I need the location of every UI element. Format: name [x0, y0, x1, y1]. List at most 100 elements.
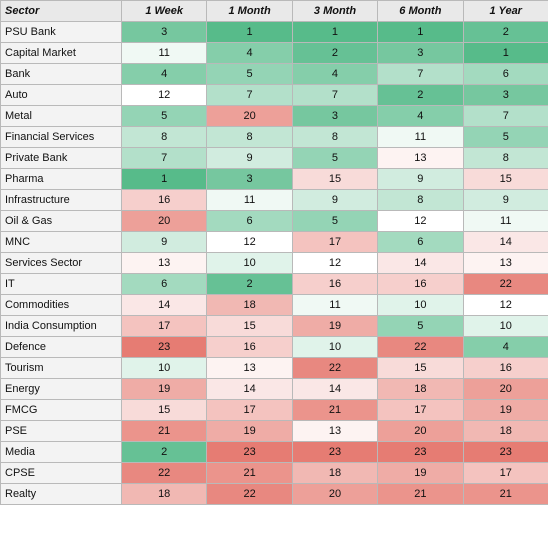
- rank-cell: 2: [462, 21, 548, 43]
- rank-cell: 8: [462, 147, 548, 169]
- table-row: CPSE 22 21 18 19 17: [0, 462, 548, 484]
- sector-name-cell: Tourism: [0, 357, 122, 379]
- table-header: Sector 1 Week 1 Month 3 Month 6 Month 1 …: [0, 0, 548, 22]
- rank-cell: 5: [377, 315, 464, 337]
- rank-cell: 3: [377, 42, 464, 64]
- table-body: PSU Bank 3 1 1 1 2 Capital Market 11 4 2 3 1 Bank 4 5 4…: [0, 21, 548, 505]
- rank-cell: 13: [377, 147, 464, 169]
- rank-cell: 19: [206, 420, 293, 442]
- rank-cell: 19: [120, 378, 208, 400]
- rank-cell: 6: [206, 210, 293, 232]
- column-header-1-year: 1 Year: [462, 0, 548, 22]
- rank-cell: 19: [377, 462, 464, 484]
- rank-cell: 18: [377, 378, 464, 400]
- rank-cell: 6: [462, 63, 548, 85]
- rank-cell: 16: [291, 273, 379, 295]
- rank-cell: 9: [377, 168, 464, 190]
- rank-cell: 22: [377, 336, 464, 358]
- rank-cell: 14: [462, 231, 548, 253]
- sector-name-cell: IT: [0, 273, 122, 295]
- sector-name-cell: Private Bank: [0, 147, 122, 169]
- rank-cell: 2: [377, 84, 464, 106]
- rank-cell: 8: [206, 126, 293, 148]
- sector-name-cell: Defence: [0, 336, 122, 358]
- rank-cell: 21: [462, 483, 548, 505]
- table-row: Infrastructure 16 11 9 8 9: [0, 189, 548, 211]
- rank-cell: 17: [462, 462, 548, 484]
- table-row: Realty 18 22 20 21 21: [0, 483, 548, 505]
- rank-cell: 14: [120, 294, 208, 316]
- column-header-sector: Sector: [0, 0, 122, 22]
- rank-cell: 21: [120, 420, 208, 442]
- sector-name-cell: Auto: [0, 84, 122, 106]
- table-row: PSE 21 19 13 20 18: [0, 420, 548, 442]
- rank-cell: 4: [377, 105, 464, 127]
- rank-cell: 8: [291, 126, 379, 148]
- rank-cell: 18: [291, 462, 379, 484]
- table-row: Energy 19 14 14 18 20: [0, 378, 548, 400]
- rank-cell: 12: [377, 210, 464, 232]
- rank-cell: 10: [206, 252, 293, 274]
- rank-cell: 13: [462, 252, 548, 274]
- rank-cell: 10: [291, 336, 379, 358]
- rank-cell: 14: [377, 252, 464, 274]
- table-row: PSU Bank 3 1 1 1 2: [0, 21, 548, 43]
- rank-cell: 13: [291, 420, 379, 442]
- rank-cell: 11: [206, 189, 293, 211]
- column-header-1-week: 1 Week: [120, 0, 208, 22]
- rank-cell: 15: [377, 357, 464, 379]
- rank-cell: 9: [206, 147, 293, 169]
- rank-cell: 1: [120, 168, 208, 190]
- rank-cell: 21: [291, 399, 379, 421]
- rank-cell: 15: [120, 399, 208, 421]
- rank-cell: 2: [206, 273, 293, 295]
- rank-cell: 11: [377, 126, 464, 148]
- rank-cell: 9: [120, 231, 208, 253]
- rank-cell: 4: [291, 63, 379, 85]
- rank-cell: 16: [462, 357, 548, 379]
- rank-cell: 3: [120, 21, 208, 43]
- rank-cell: 21: [377, 483, 464, 505]
- rank-cell: 13: [206, 357, 293, 379]
- rank-cell: 6: [120, 273, 208, 295]
- rank-cell: 15: [291, 168, 379, 190]
- rank-cell: 22: [120, 462, 208, 484]
- rank-cell: 3: [462, 84, 548, 106]
- sector-name-cell: Services Sector: [0, 252, 122, 274]
- column-header-1-month: 1 Month: [206, 0, 293, 22]
- table-row: India Consumption 17 15 19 5 10: [0, 315, 548, 337]
- sector-name-cell: India Consumption: [0, 315, 122, 337]
- rank-cell: 18: [120, 483, 208, 505]
- rank-cell: 16: [206, 336, 293, 358]
- rank-cell: 20: [377, 420, 464, 442]
- rank-cell: 7: [120, 147, 208, 169]
- table-row: Tourism 10 13 22 15 16: [0, 357, 548, 379]
- rank-cell: 10: [120, 357, 208, 379]
- column-header-3-month: 3 Month: [291, 0, 379, 22]
- sector-name-cell: CPSE: [0, 462, 122, 484]
- rank-cell: 3: [206, 168, 293, 190]
- rank-cell: 14: [206, 378, 293, 400]
- table-row: Auto 12 7 7 2 3: [0, 84, 548, 106]
- table-row: Capital Market 11 4 2 3 1: [0, 42, 548, 64]
- table-row: Defence 23 16 10 22 4: [0, 336, 548, 358]
- table-row: Oil & Gas 20 6 5 12 11: [0, 210, 548, 232]
- table-row: Financial Services 8 8 8 11 5: [0, 126, 548, 148]
- rank-cell: 10: [462, 315, 548, 337]
- rank-cell: 12: [206, 231, 293, 253]
- rank-cell: 20: [462, 378, 548, 400]
- rank-cell: 17: [120, 315, 208, 337]
- rank-cell: 15: [206, 315, 293, 337]
- table-row: Services Sector 13 10 12 14 13: [0, 252, 548, 274]
- rank-cell: 12: [462, 294, 548, 316]
- table-row: FMCG 15 17 21 17 19: [0, 399, 548, 421]
- table-row: Media 2 23 23 23 23: [0, 441, 548, 463]
- rank-cell: 20: [120, 210, 208, 232]
- rank-cell: 21: [206, 462, 293, 484]
- rank-cell: 14: [291, 378, 379, 400]
- rank-cell: 19: [291, 315, 379, 337]
- sector-name-cell: Commodities: [0, 294, 122, 316]
- rank-cell: 17: [377, 399, 464, 421]
- rank-cell: 16: [120, 189, 208, 211]
- sector-name-cell: Media: [0, 441, 122, 463]
